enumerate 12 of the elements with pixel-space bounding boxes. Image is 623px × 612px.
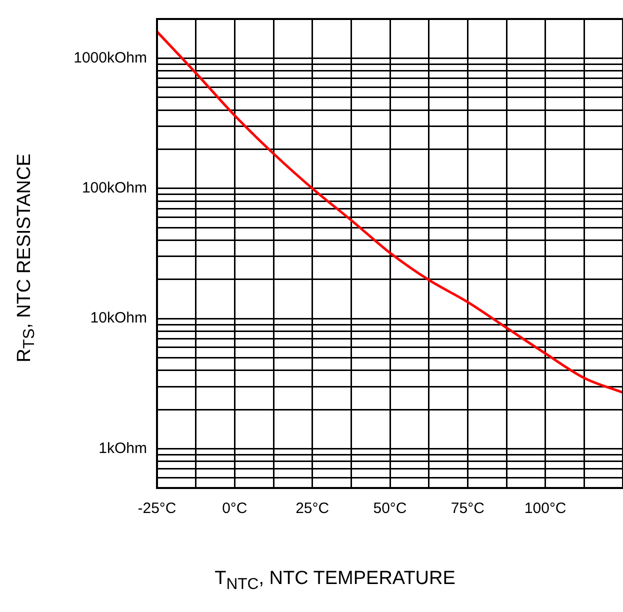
x-tick-label: 25°C	[296, 500, 330, 518]
y-tick-label: 1kOhm	[98, 440, 147, 457]
x-tick-label: -25°C	[138, 500, 176, 518]
y-tick-label: 100kOhm	[82, 180, 147, 197]
x-axis-title: T$_{NTC}$, NTC TEMPERATURE	[214, 568, 456, 594]
x-tick-label: 100°C	[524, 500, 566, 518]
x-tick-label: 75°C	[450, 500, 485, 518]
line-series	[157, 30, 623, 394]
y-tick-label: 10kOhm	[90, 310, 147, 327]
x-tick-label: 50°C	[373, 500, 407, 518]
x-tick-label: 0°C	[222, 500, 248, 518]
y-tick-label: 1000kOhm	[74, 49, 147, 66]
